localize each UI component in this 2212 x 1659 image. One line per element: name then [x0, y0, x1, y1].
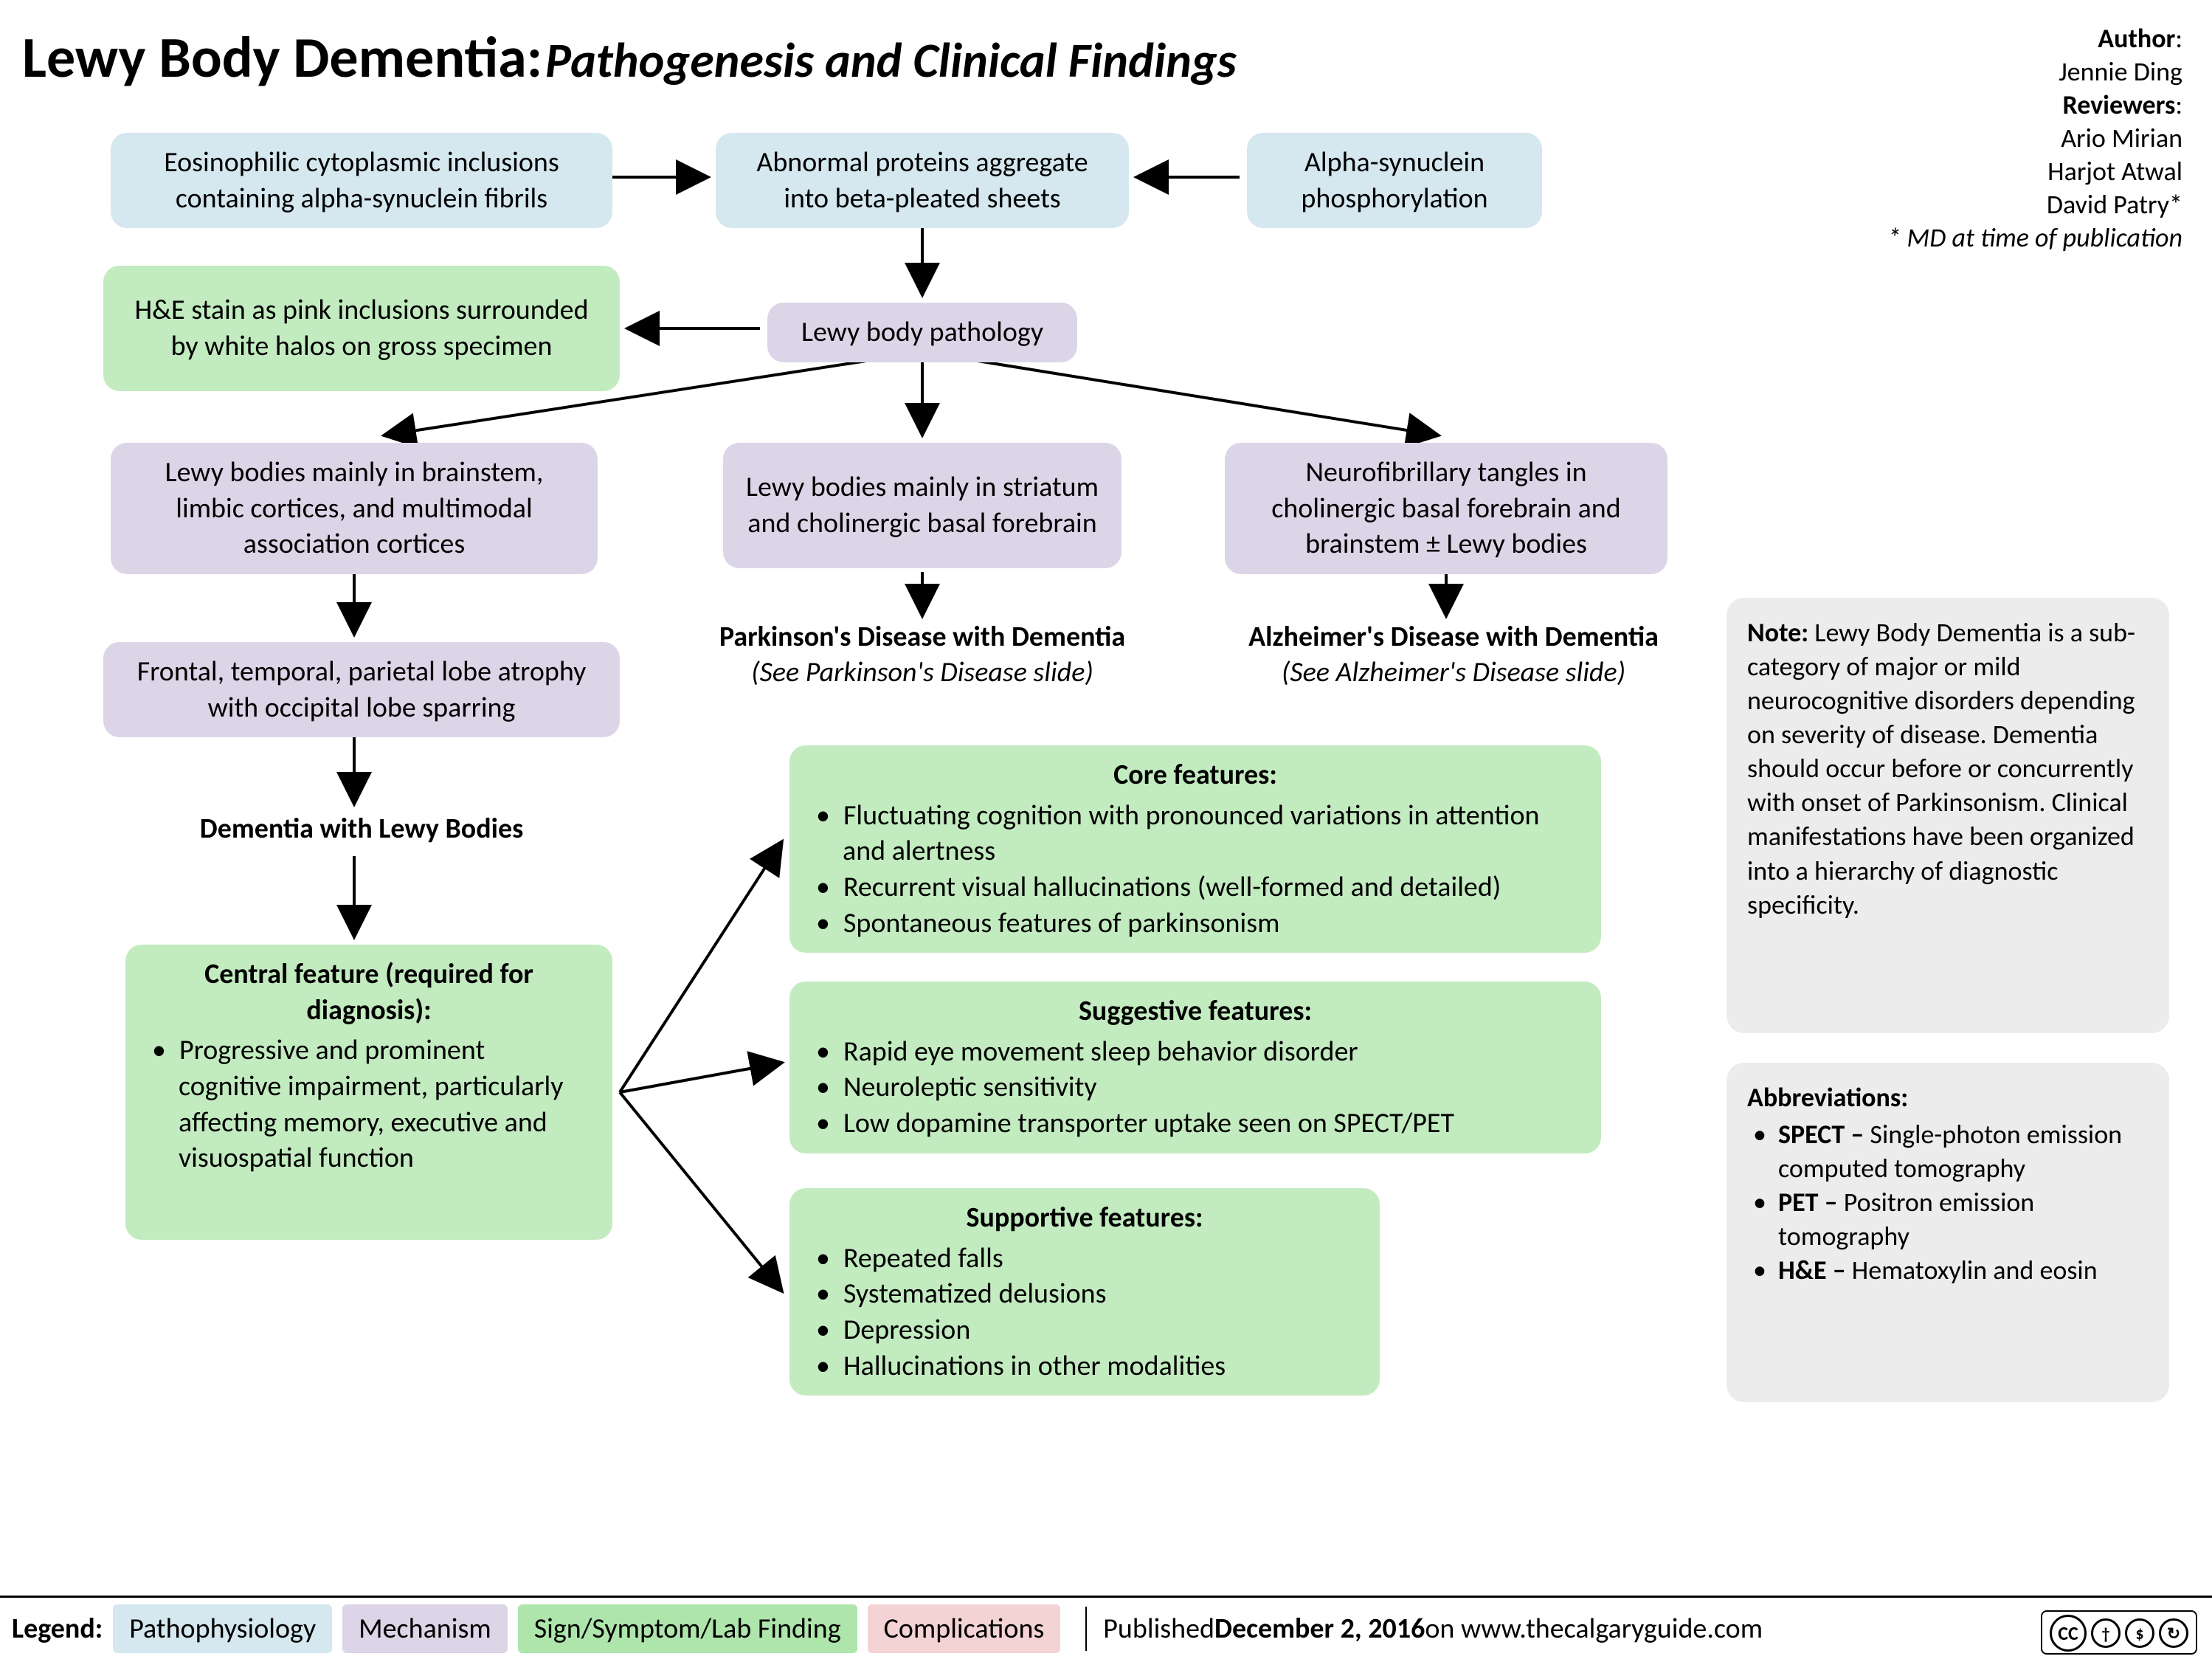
credit-footnote: * MD at time of publication [1887, 221, 2182, 254]
node-n_alpha: Alpha-synuclein phosphorylation [1247, 133, 1542, 228]
arrow-13 [620, 1063, 782, 1092]
label-pd: Parkinson's Disease with Dementia(See Pa… [679, 620, 1166, 690]
arrow-12 [620, 841, 782, 1092]
cc-sa-icon: ↻ [2159, 1618, 2188, 1648]
node-n_eos: Eosinophilic cytoplasmic inclusions cont… [111, 133, 612, 228]
reviewers-label: Reviewers [2062, 89, 2175, 121]
author-label: Author [2098, 22, 2175, 55]
legend-item-2: Sign/Symptom/Lab Finding [518, 1604, 857, 1653]
node-n_supp: Supportive features: Repeated fallsSystem… [789, 1188, 1380, 1396]
node-n_supp-item-3: Hallucinations in other modalities [816, 1348, 1361, 1384]
note-box: Note: Lewy Body Dementia is a sub-catego… [1727, 598, 2169, 1033]
abbr-item-1: PET – Positron emission tomography [1753, 1185, 2149, 1253]
title-main: Lewy Body Dementia: [22, 22, 542, 92]
node-n_atro: Frontal, temporal, parietal lobe atrophy… [103, 642, 620, 737]
node-n_lb1: Lewy bodies mainly in brainstem, limbic … [111, 443, 598, 574]
node-n_lb3: Neurofibrillary tangles in cholinergic b… [1225, 443, 1667, 574]
legend-item-3: Complications [868, 1604, 1061, 1653]
reviewer-2: David Patry* [1887, 188, 2182, 221]
node-n_central-item-0: Progressive and prominent cognitive impa… [152, 1032, 593, 1176]
note-lead: Note: [1747, 616, 1808, 649]
node-n_lbp: Lewy body pathology [767, 303, 1077, 362]
cc-by-icon: † [2091, 1618, 2121, 1648]
reviewer-1: Harjot Atwal [1887, 155, 2182, 188]
node-n_lb2: Lewy bodies mainly in striatum and choli… [723, 443, 1121, 568]
node-n_sugg: Suggestive features: Rapid eye movement s… [789, 982, 1601, 1153]
page-title: Lewy Body Dementia: Pathogenesis and Cli… [22, 22, 1237, 92]
node-n_he: H&E stain as pink inclusions surrounded … [103, 266, 620, 391]
abbr-item-0: SPECT – Single-photon emission computed … [1753, 1117, 2149, 1185]
arrow-6 [959, 358, 1439, 435]
cc-icon: CC [2050, 1615, 2087, 1652]
abbr-header: Abbreviations: [1747, 1081, 1908, 1114]
label-dlb: Dementia with Lewy Bodies [148, 812, 576, 847]
node-n_sugg-item-0: Rapid eye movement sleep behavior disord… [816, 1034, 1582, 1070]
legend-bar: Legend: PathophysiologyMechanismSign/Sym… [0, 1596, 2212, 1659]
cc-license-badge: CC † $ ↻ [2041, 1610, 2197, 1655]
reviewer-0: Ario Mirian [1887, 122, 2182, 155]
label-ad: Alzheimer's Disease with Dementia(See Al… [1203, 620, 1704, 690]
abbreviations-box: Abbreviations: SPECT – Single-photon emi… [1727, 1063, 2169, 1402]
node-n_sugg-item-2: Low dopamine transporter uptake seen on … [816, 1106, 1582, 1142]
legend-label: Legend: [12, 1612, 103, 1646]
legend-item-0: Pathophysiology [113, 1604, 332, 1653]
node-n_core-item-0: Fluctuating cognition with pronounced va… [816, 798, 1582, 869]
node-n_supp-item-0: Repeated falls [816, 1241, 1361, 1277]
legend-published: Published December 2, 2016 on www.thecal… [1085, 1607, 1763, 1651]
credits-block: Author: Jennie Ding Reviewers: Ario Miri… [1887, 22, 2182, 255]
node-n_sugg-header: Suggestive features: [809, 993, 1582, 1029]
note-text: Lewy Body Dementia is a sub-category of … [1747, 616, 2135, 921]
title-sub: Pathogenesis and Clinical Findings [545, 30, 1237, 90]
node-n_supp-header: Supportive features: [809, 1200, 1361, 1236]
abbr-item-2: H&E – Hematoxylin and eosin [1753, 1253, 2149, 1287]
node-n_core-item-2: Spontaneous features of parkinsonism [816, 906, 1582, 942]
node-n_sugg-item-1: Neuroleptic sensitivity [816, 1069, 1582, 1106]
node-n_abn: Abnormal proteins aggregate into beta-pl… [716, 133, 1129, 228]
node-n_supp-item-2: Depression [816, 1312, 1361, 1348]
node-n_core-item-1: Recurrent visual hallucinations (well-fo… [816, 869, 1582, 906]
node-n_core-header: Core features: [809, 757, 1582, 793]
node-n_central-header: Central feature (required for diagnosis)… [145, 956, 593, 1028]
author-name: Jennie Ding [1887, 55, 2182, 89]
arrow-14 [620, 1092, 782, 1291]
node-n_supp-item-1: Systematized delusions [816, 1276, 1361, 1312]
cc-nc-icon: $ [2125, 1618, 2154, 1648]
node-n_core: Core features: Fluctuating cognition with… [789, 745, 1601, 953]
legend-item-1: Mechanism [342, 1604, 508, 1653]
node-n_central: Central feature (required for diagnosis)… [125, 945, 612, 1240]
